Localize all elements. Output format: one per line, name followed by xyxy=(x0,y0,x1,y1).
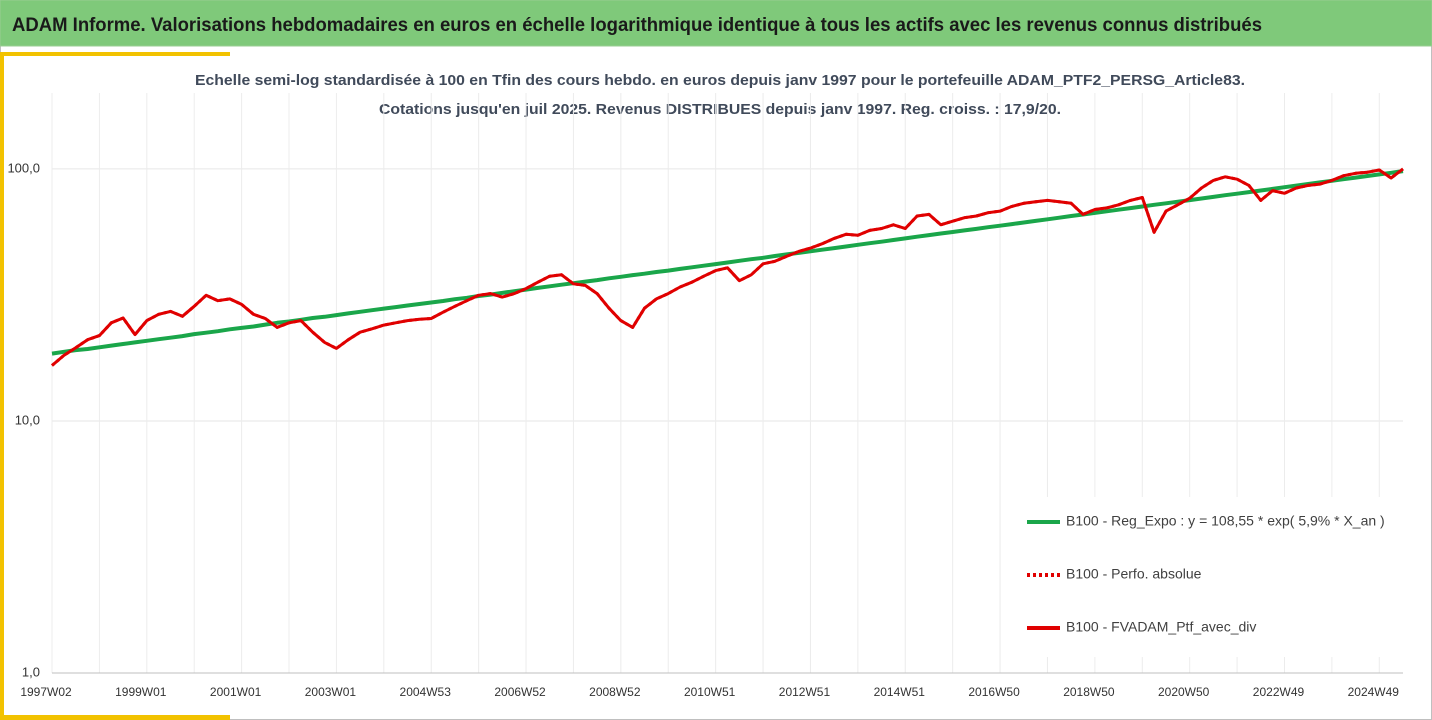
legend xyxy=(1012,497,1402,657)
y-tick-label: 10,0 xyxy=(15,412,40,427)
y-tick-label: 100,0 xyxy=(7,160,40,175)
legend-label: B100 - Reg_Expo : y = 108,55 * exp( 5,9%… xyxy=(1066,513,1385,529)
legend-label: B100 - Perfo. absolue xyxy=(1066,566,1202,582)
legend-label: B100 - FVADAM_Ptf_avec_div xyxy=(1066,619,1256,635)
grid xyxy=(51,93,1403,674)
x-tick-label: 2010W51 xyxy=(684,685,736,699)
x-tick-label: 2012W51 xyxy=(779,685,831,699)
header-bar xyxy=(0,0,1432,47)
accent-left xyxy=(0,52,4,720)
legend-items: B100 - Reg_Expo : y = 108,55 * exp( 5,9%… xyxy=(1027,513,1385,635)
x-tick-label: 2004W53 xyxy=(400,685,452,699)
x-tick-label: 2001W01 xyxy=(210,685,262,699)
chart-subtitle: Echelle semi-log standardisée à 100 en T… xyxy=(195,72,1245,89)
y-tick-label: 1,0 xyxy=(22,664,40,679)
accent-bottom xyxy=(0,715,230,720)
axes: 1,0 10,0 100,0 1997W02 1999W01 2001W01 2003W01… xyxy=(7,160,1403,699)
x-tick-label: 2008W52 xyxy=(589,685,641,699)
series-line xyxy=(51,167,1404,367)
chart-title: ADAM Informe. Valorisations hebdomadaire… xyxy=(12,15,1262,36)
x-tick-label: 2024W49 xyxy=(1348,685,1400,699)
x-tick-label: 1997W02 xyxy=(20,685,72,699)
x-tick-label: 2018W50 xyxy=(1063,685,1115,699)
x-tick-label: 2016W50 xyxy=(968,685,1020,699)
series-line xyxy=(51,169,1404,356)
x-tick-label: 2003W01 xyxy=(305,685,357,699)
accent-top xyxy=(0,52,230,56)
x-tick-label: 1999W01 xyxy=(115,685,167,699)
x-tick-label: 2022W49 xyxy=(1253,685,1305,699)
chart-subtitle: Cotations jusqu'en juil 2025. Revenus DI… xyxy=(379,101,1061,118)
x-tick-label: 2020W50 xyxy=(1158,685,1210,699)
x-tick-label: 2014W51 xyxy=(874,685,926,699)
plot xyxy=(51,167,1404,367)
x-tick-label: 2006W52 xyxy=(494,685,546,699)
